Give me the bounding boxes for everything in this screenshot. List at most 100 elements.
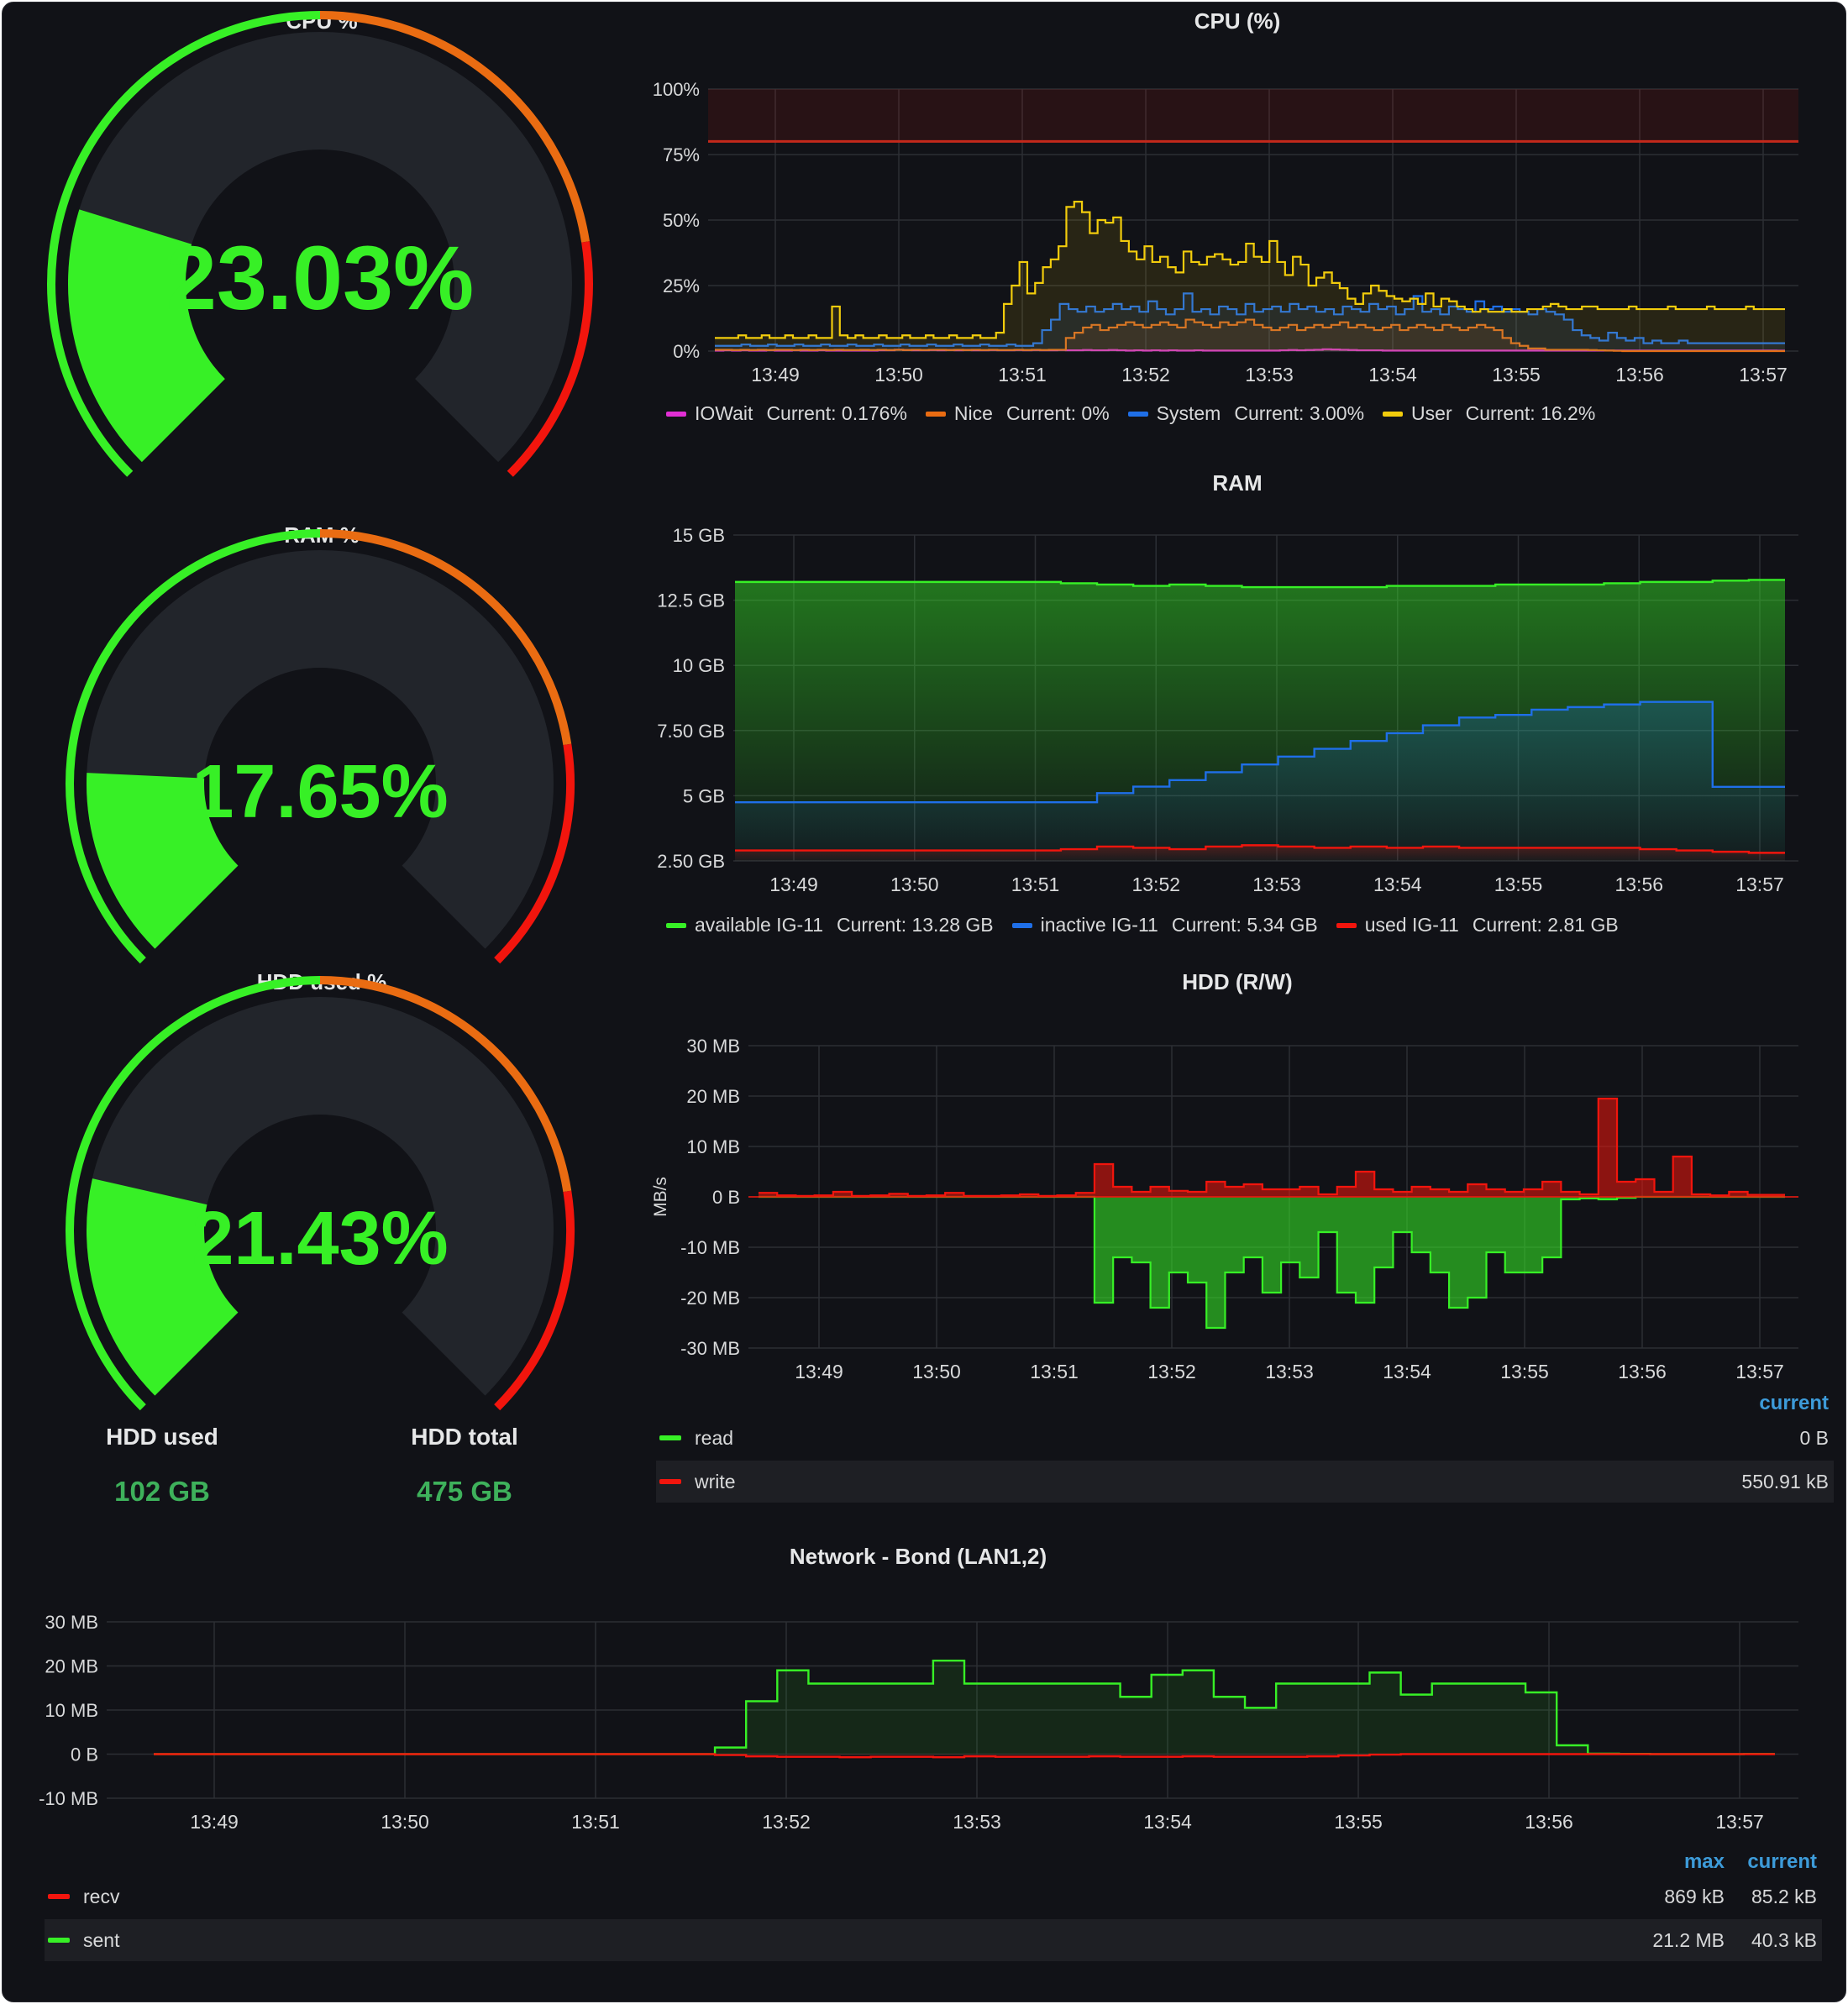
x-tick-label: 13:54 <box>1383 1361 1431 1382</box>
x-tick-label: 13:55 <box>1494 873 1543 895</box>
stat-label: HDD total <box>411 1424 518 1450</box>
cpu-chart-panel[interactable]: CPU (%) 0% 25% 50% 75% 100% 13:49 13:50 13:51 13… <box>641 3 1834 439</box>
x-tick-label: 13:52 <box>762 1811 811 1833</box>
hdd-rw-chart-panel[interactable]: HDD (R/W) -30 MB -20 MB -10 MB 0 B 10 MB 20 M… <box>641 963 1834 1518</box>
y-tick-label: 20 MB <box>686 1086 740 1107</box>
legend-swatch <box>48 1894 70 1899</box>
chart-legend-table: current read 0 B write 550.91 kB <box>656 1392 1834 1518</box>
legend-name: available IG-11 <box>695 914 823 936</box>
y-tick-label: 15 GB <box>673 525 725 546</box>
legend-current: Current: 2.81 GB <box>1472 914 1619 936</box>
legend-header-current[interactable]: current <box>1759 1392 1829 1414</box>
series-line <box>735 579 1785 589</box>
series-area <box>759 1197 1785 1328</box>
y-tick-label: 5 GB <box>683 785 725 806</box>
legend-current: Current: 13.28 GB <box>837 914 994 936</box>
stat-label: HDD used <box>106 1424 218 1450</box>
legend-header-max[interactable]: max <box>1683 1850 1725 1873</box>
series-line-user <box>715 201 1785 339</box>
cpu-gauge: 23.03% <box>47 11 593 477</box>
legend-max: 869 kB <box>1664 1885 1725 1907</box>
series-area <box>715 202 1785 351</box>
legend-swatch <box>1336 922 1357 928</box>
x-tick-label: 13:51 <box>571 1811 620 1833</box>
series-line-nice <box>715 318 1785 353</box>
threshold-band-green <box>47 11 321 477</box>
y-tick-label: -30 MB <box>680 1338 740 1359</box>
x-tick-label: 13:49 <box>795 1361 843 1382</box>
legend-item[interactable]: System Current: 3.00% <box>1127 402 1365 425</box>
y-tick-label: 25% <box>663 275 700 296</box>
series-line <box>735 700 1785 804</box>
x-tick-label: 13:49 <box>190 1811 239 1833</box>
ram-gauge-panel[interactable]: RAM % 17.65% <box>3 517 641 964</box>
y-tick-label: 10 MB <box>686 1136 740 1157</box>
legend-row-read[interactable]: read 0 B <box>656 1417 1834 1459</box>
x-tick-label: 13:50 <box>890 873 939 895</box>
legend-row-recv[interactable]: recv 869 kB 85.2 kB <box>45 1875 1822 1917</box>
x-tick-label: 13:53 <box>1252 873 1301 895</box>
x-tick-label: 13:54 <box>1143 1811 1192 1833</box>
legend-header-current[interactable]: current <box>1747 1850 1817 1873</box>
legend-item[interactable]: IOWait Current: 0.176% <box>666 402 907 425</box>
series-area <box>735 845 1785 861</box>
y-tick-label: 30 MB <box>686 1036 740 1057</box>
threshold-band-orange <box>319 976 572 1193</box>
threshold-band-orange <box>319 11 590 243</box>
panel-title: CPU (%) <box>1194 8 1281 34</box>
hdd-gauge-panel[interactable]: HDD used % 21.43% <box>3 963 641 1411</box>
x-tick-label: 13:57 <box>1735 873 1784 895</box>
hdd-total-stat[interactable]: HDD total 475 GB <box>355 1414 574 1523</box>
x-tick-label: 13:56 <box>1614 873 1663 895</box>
legend-name: sent <box>83 1928 120 1951</box>
panel-title: RAM <box>1212 470 1263 496</box>
hdd-rw-chart: -30 MB -20 MB -10 MB 0 B 10 MB 20 MB 30 MB 13:4… <box>651 1036 1798 1382</box>
x-tick-label: 13:51 <box>998 364 1047 386</box>
x-tick-label: 13:52 <box>1121 364 1170 386</box>
legend-current: 85.2 kB <box>1751 1885 1817 1907</box>
y-tick-label: -10 MB <box>680 1237 740 1258</box>
y-tick-label: 10 GB <box>673 655 725 676</box>
legend-name: Nice <box>953 402 993 424</box>
x-tick-label: 13:50 <box>912 1361 961 1382</box>
legend-current: Current: 3.00% <box>1234 402 1365 424</box>
ram-chart-panel[interactable]: RAM 2.50 GB 5 GB 7.50 GB 10 GB 12.5 GB 15 GB 1… <box>641 464 1834 943</box>
y-tick-label: 2.50 GB <box>657 851 725 872</box>
legend-swatch <box>666 922 686 928</box>
gauge-value-arc <box>68 209 227 463</box>
y-tick-label: 7.50 GB <box>657 721 725 742</box>
x-tick-label: 13:54 <box>1373 873 1422 895</box>
legend-swatch <box>659 1435 681 1440</box>
legend-name: write <box>695 1470 736 1493</box>
legend-current: Current: 0.176% <box>766 402 907 424</box>
legend-item[interactable]: User Current: 16.2% <box>1383 402 1595 425</box>
y-tick-label: 0 B <box>712 1187 740 1208</box>
cpu-gauge-panel[interactable]: CPU % 23.03% <box>3 3 641 498</box>
legend-swatch <box>48 1938 70 1943</box>
legend-name: User <box>1411 402 1452 424</box>
gauge-value-arc <box>87 773 239 949</box>
threshold-band-red <box>494 1190 575 1411</box>
network-chart: -10 MB 0 B 10 MB 20 MB 30 MB 13:49 13:50 13:51 1… <box>39 1612 1798 1833</box>
legend-row-sent[interactable]: sent 21.2 MB 40.3 kB <box>45 1919 1822 1961</box>
hdd-used-stat[interactable]: HDD used 102 GB <box>53 1414 271 1523</box>
legend-swatch <box>1383 411 1404 417</box>
legend-item[interactable]: available IG-11 Current: 13.28 GB <box>666 914 994 936</box>
panel-title: Network - Bond (LAN1,2) <box>789 1544 1047 1569</box>
y-tick-label: -10 MB <box>39 1788 98 1809</box>
x-tick-label: 13:50 <box>381 1811 429 1833</box>
legend-swatch <box>925 411 946 417</box>
legend-item[interactable]: used IG-11 Current: 2.81 GB <box>1336 914 1619 936</box>
series-line <box>759 1097 1785 1197</box>
legend-row-write[interactable]: write 550.91 kB <box>656 1461 1834 1503</box>
series-line-recv <box>154 1753 1775 1759</box>
y-tick-label: 50% <box>663 210 700 231</box>
legend-item[interactable]: inactive IG-11 Current: 5.34 GB <box>1011 914 1318 936</box>
threshold-region <box>708 89 1798 142</box>
legend-max: 21.2 MB <box>1652 1928 1725 1951</box>
gauge-value-text: 21.43% <box>192 1197 448 1281</box>
legend-item[interactable]: Nice Current: 0% <box>925 402 1110 425</box>
x-tick-label: 13:55 <box>1334 1811 1383 1833</box>
network-chart-panel[interactable]: Network - Bond (LAN1,2) -10 MB 0 B 10 MB 20… <box>3 1538 1834 1991</box>
chart-legend: available IG-11 Current: 13.28 GB inactiv… <box>666 914 1619 936</box>
